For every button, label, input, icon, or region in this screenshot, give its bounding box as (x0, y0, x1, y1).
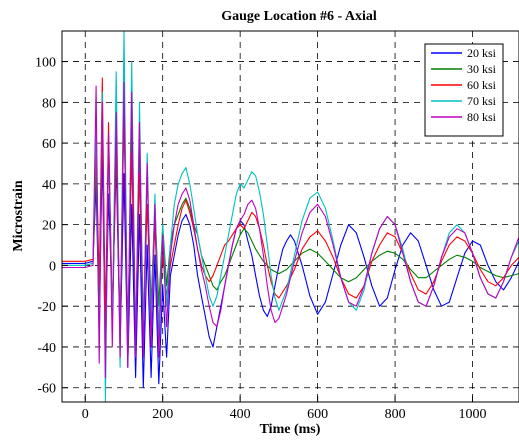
y-tick-label: 40 (42, 178, 56, 193)
series-line-20-ksi (62, 152, 519, 389)
x-axis-label: Time (ms) (260, 422, 321, 437)
x-tick-label: 600 (307, 407, 328, 422)
y-tick-label: 20 (42, 219, 56, 234)
legend: 20 ksi 30 ksi 60 ksi 70 ksi 80 ksi (424, 43, 504, 137)
plot-frame (61, 30, 519, 403)
legend-label: 60 ksi (467, 78, 497, 92)
y-tick-label: 80 (42, 96, 56, 111)
legend-label: 80 ksi (467, 110, 497, 124)
x-tick-label: 800 (385, 407, 406, 422)
grid (62, 31, 519, 402)
plot-area (62, 30, 519, 403)
chart-title: Gauge Location #6 - Axial (221, 9, 377, 24)
legend-label: 20 ksi (467, 46, 497, 60)
legend-label: 70 ksi (467, 94, 497, 108)
x-tick-label: 1000 (459, 407, 487, 422)
y-tick-label: -40 (37, 341, 56, 356)
y-tick-label: 0 (49, 259, 56, 274)
legend-label: 30 ksi (467, 62, 497, 76)
y-tick-label: -60 (37, 382, 56, 397)
y-tick-label: 60 (42, 137, 56, 152)
series-line-80-ksi (62, 81, 519, 379)
y-tick-label: -20 (37, 300, 56, 315)
legend-box (424, 43, 504, 137)
x-tick-label: 0 (82, 407, 89, 422)
tick-labels: 0 200 400 600 800 1000 -60 -40 -20 0 20 40 60 80 100 (35, 56, 487, 422)
x-tick-label: 400 (230, 407, 251, 422)
x-tick-label: 200 (152, 407, 173, 422)
y-axis-label: Microstrain (11, 180, 26, 251)
legend-items: 20 ksi 30 ksi 60 ksi 70 ksi 80 ksi (431, 46, 497, 124)
y-tick-label: 100 (35, 56, 56, 71)
